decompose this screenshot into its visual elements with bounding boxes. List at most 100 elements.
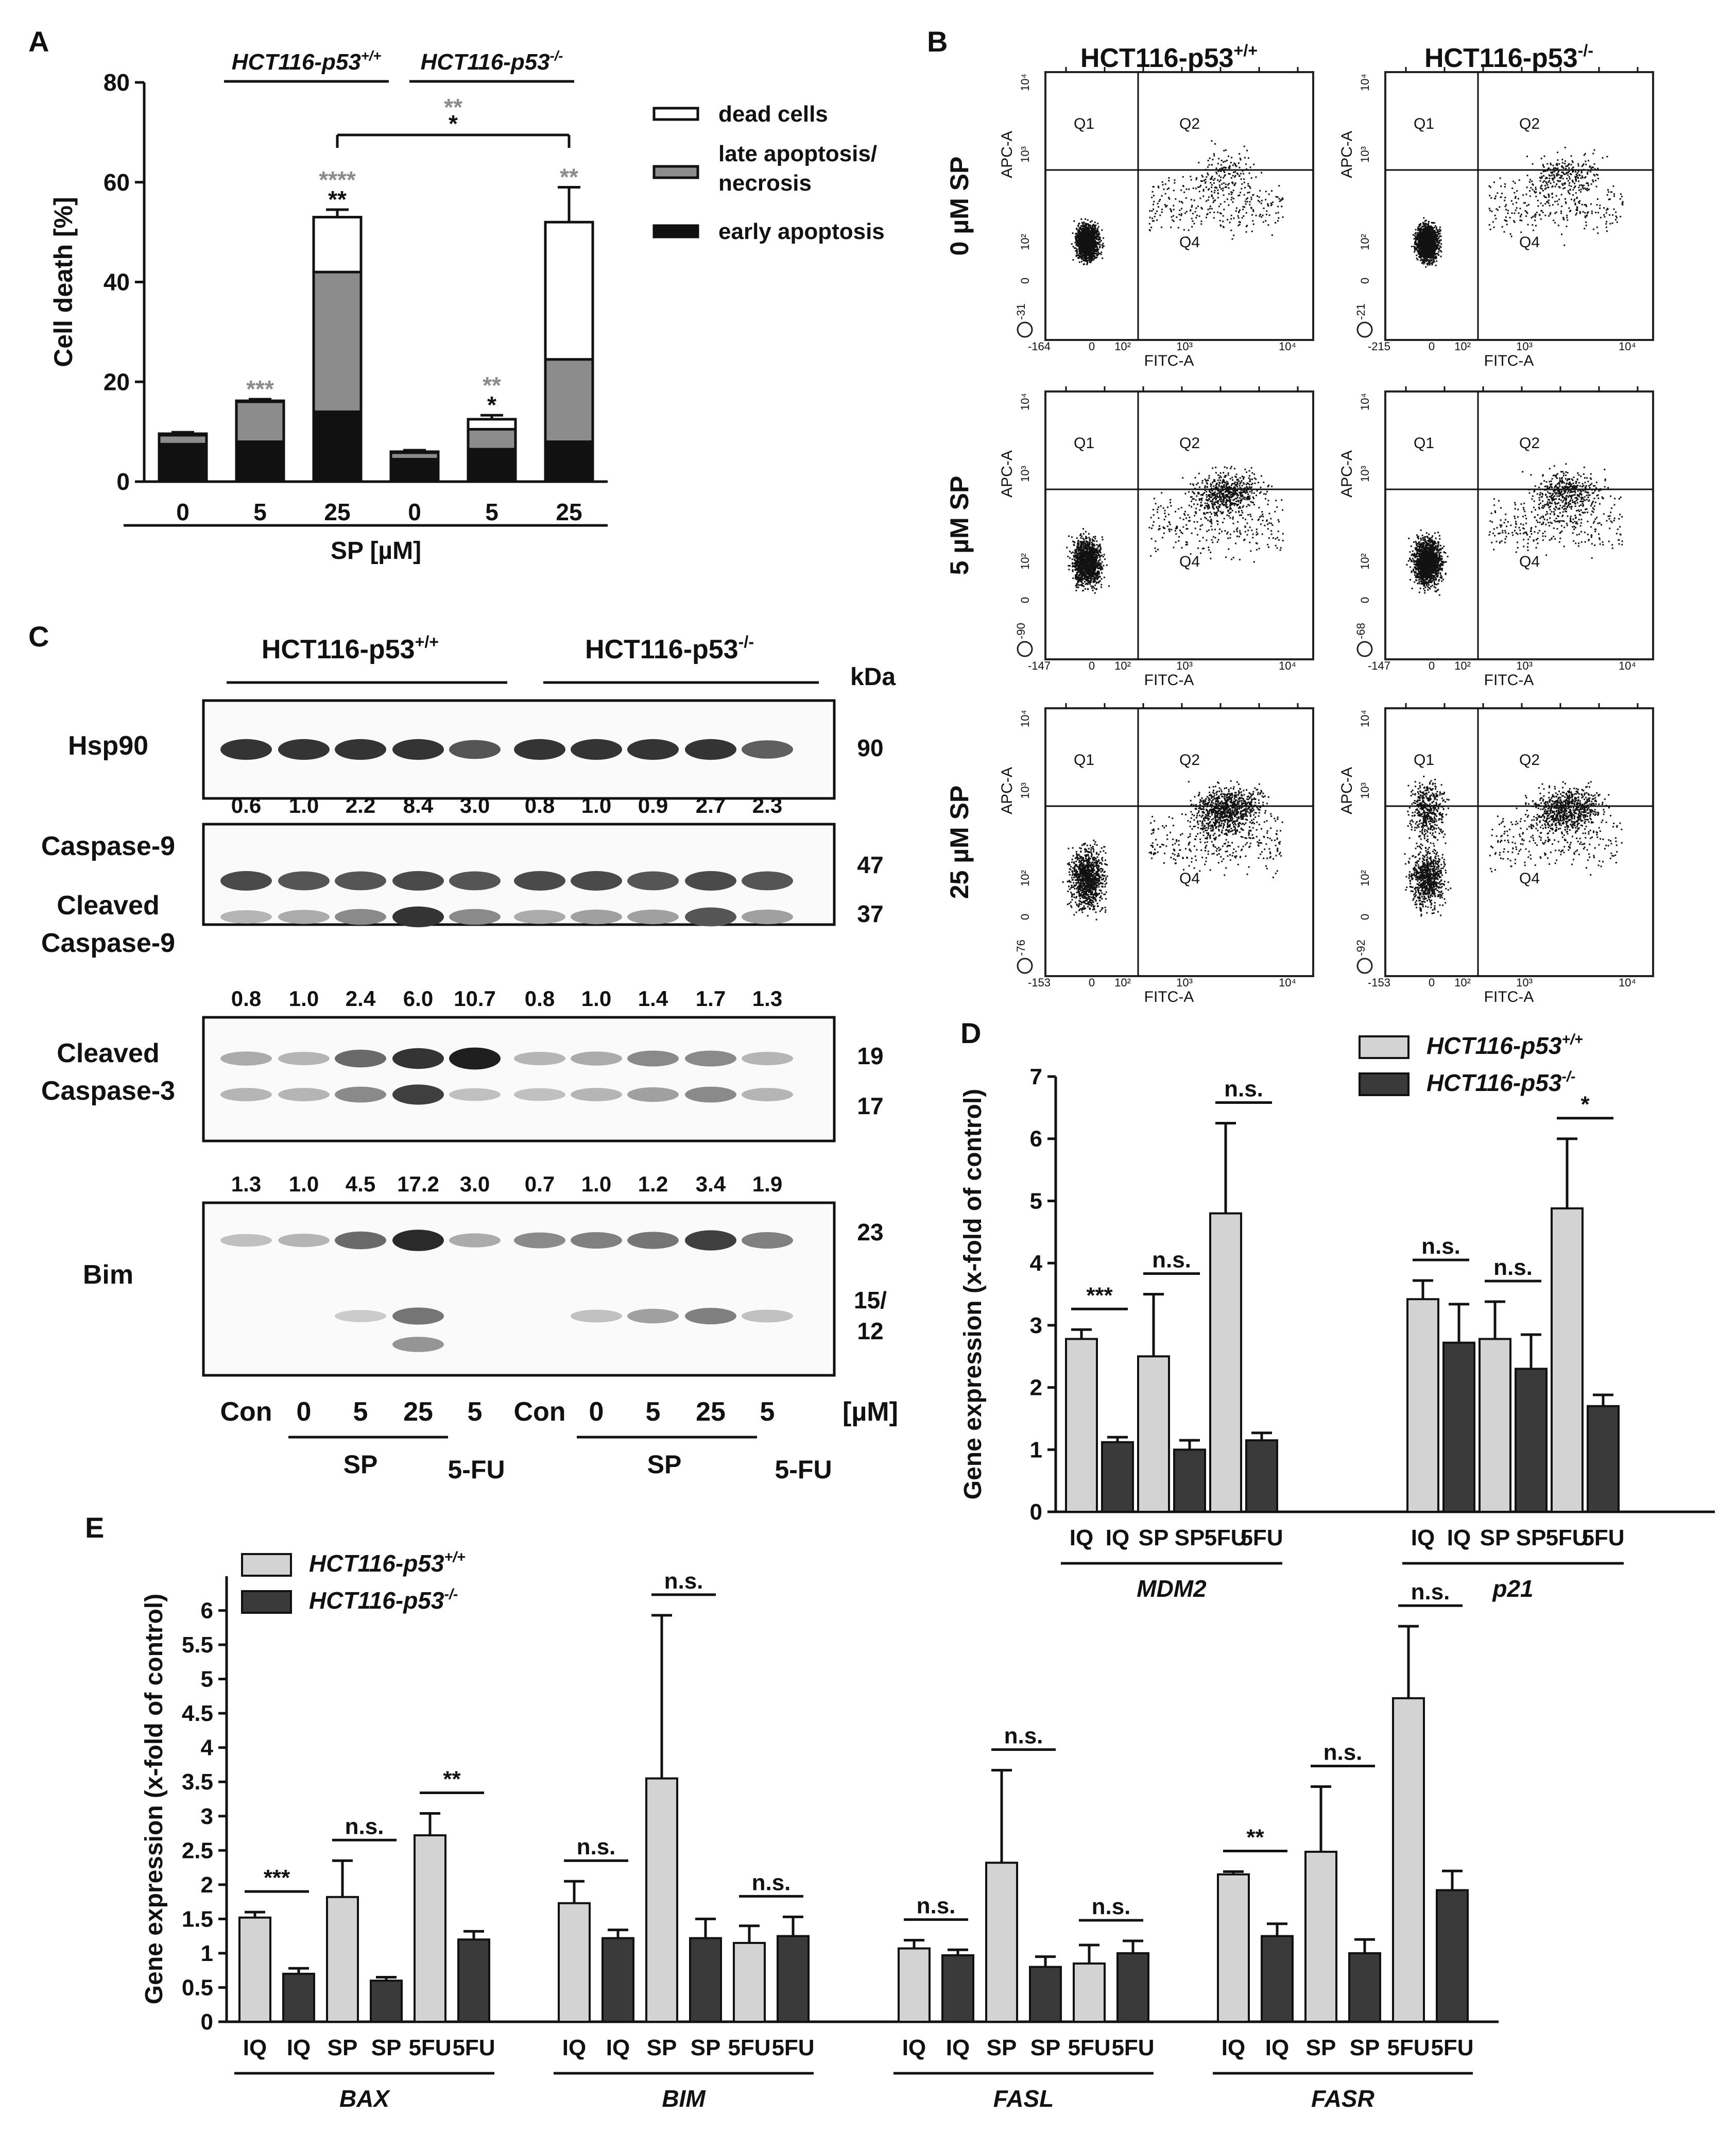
x-axis-title: SP [µM] [331, 537, 421, 565]
band [278, 871, 330, 891]
y-tick-label: 1.5 [182, 1906, 213, 1932]
group-header: HCT116-p53-/- [585, 633, 754, 664]
panel-a-cell-death-chart: 0 20 40 60 80 Cell death [%] 0 5 25 0 5 25 SP [µM] HC… [49, 47, 885, 565]
bar [1245, 1439, 1278, 1513]
blot-label: Cleaved [57, 1038, 159, 1068]
band [449, 1233, 501, 1248]
quadrant-label: Q1 [1074, 435, 1094, 452]
group-label-sup: +/+ [1561, 1032, 1583, 1048]
band [278, 739, 330, 760]
x-tick-label: 0 [176, 499, 190, 525]
panel-label-d: D [960, 1017, 981, 1049]
x-tick-label: 5FU [1068, 2035, 1110, 2060]
y-tick-label: 0 [1019, 914, 1032, 920]
y-tick-label: 1 [201, 1941, 213, 1966]
band [742, 1232, 793, 1249]
quantification-value: 3.0 [460, 793, 490, 817]
blot [202, 823, 836, 928]
bar-segment [467, 428, 517, 451]
y-tick-label: 3 [1030, 1313, 1042, 1338]
y-tick-label: 0 [1030, 1499, 1042, 1525]
y-tick-label: 0 [1019, 278, 1032, 284]
group-label-main: HCT116-p53 [262, 635, 415, 664]
lane-label: 0 [589, 1397, 604, 1427]
scatter-points [1404, 776, 1623, 917]
x-tick-label: 10² [1114, 340, 1131, 353]
group-label-main: HCT116-p53 [1426, 1069, 1562, 1096]
quantification-value: 2.4 [346, 986, 376, 1011]
quadrant-label: Q2 [1519, 752, 1540, 769]
x-tick-label: 0 [1429, 659, 1435, 672]
x-tick-label: 10⁴ [1619, 340, 1636, 353]
blot-label: Bim [83, 1260, 133, 1290]
x-tick-label: 10² [1114, 976, 1131, 989]
y-tick-label: 40 [104, 269, 130, 296]
quantification-value: 1.0 [289, 986, 319, 1011]
x-min-label: -164 [1028, 340, 1051, 353]
quantification-value: 1.3 [231, 1172, 261, 1196]
x-axis-title: FITC-A [1144, 672, 1194, 689]
bar [1479, 1338, 1511, 1513]
y-tick-label: 4 [201, 1735, 214, 1761]
bar [1587, 1405, 1620, 1513]
x-min-label: -153 [1028, 976, 1051, 989]
significance-label: *** [264, 1865, 290, 1890]
row-label: 5 µM SP [945, 476, 974, 575]
bar-segment [235, 400, 285, 443]
scatter-points [1406, 463, 1623, 596]
y-tick-label: 10² [1019, 870, 1032, 886]
scatter-plot: Q1 Q2 Q4 FITC-A APC-A 0 10² 10³ 10⁴ -164 0 10² 10³ 10… [999, 67, 1314, 369]
legend-swatch [652, 224, 699, 238]
x-tick-label: 10⁴ [1279, 976, 1296, 989]
y-tick-label: 10⁴ [1019, 393, 1032, 411]
quadrant-label: Q1 [1414, 752, 1434, 769]
x-tick-label: SP [1350, 2035, 1380, 2060]
group-label-main: HCT116-p53 [309, 1550, 444, 1577]
kda-marker: 15/ [854, 1287, 887, 1314]
y-tick-label: 2 [1030, 1375, 1042, 1401]
band [685, 1086, 736, 1103]
y-tick-label: 10⁴ [1359, 74, 1371, 91]
panel-label-c: C [28, 620, 49, 653]
x-tick-label: IQ [1070, 1525, 1093, 1550]
blot [202, 699, 836, 800]
panel-label-e: E [85, 1511, 104, 1544]
scatter-frame [1044, 71, 1314, 341]
band [278, 1088, 330, 1101]
bar [689, 1937, 722, 2023]
lane-label: 25 [403, 1397, 433, 1427]
kda-marker: 47 [857, 851, 883, 878]
lane-label: 5 [646, 1397, 661, 1427]
target-icon [1017, 641, 1033, 657]
x-tick-label: 5FU [1204, 1525, 1247, 1550]
y-tick-label: 10³ [1019, 146, 1032, 163]
treatment-label: 5-FU [775, 1455, 832, 1484]
x-tick-label: 5 [253, 499, 267, 525]
x-tick-label: 10³ [1516, 976, 1533, 989]
row-label: 25 µM SP [945, 786, 974, 899]
significance-label: n.s. [1004, 1724, 1043, 1749]
quantification-value: 0.9 [638, 793, 668, 817]
gene-label: BIM [662, 2085, 706, 2112]
y-min-label: -68 [1354, 623, 1367, 639]
significance-label: n.s. [1411, 1579, 1450, 1605]
scatter-frame [1044, 390, 1314, 660]
y-axis-title: APC-A [1338, 767, 1355, 814]
band [742, 1052, 793, 1065]
x-min-label: -215 [1368, 340, 1390, 353]
x-tick-label: 10⁴ [1279, 340, 1296, 353]
quadrant-label: Q1 [1074, 115, 1094, 132]
y-tick-label: 6 [1030, 1127, 1042, 1152]
band [627, 909, 679, 925]
bar [1551, 1207, 1584, 1513]
scatter-frame [1384, 390, 1654, 660]
significance-label: n.s. [917, 1894, 956, 1919]
bar [1261, 1935, 1294, 2023]
bar [457, 1938, 490, 2023]
bar [1137, 1355, 1170, 1513]
scatter-frame [1044, 707, 1314, 977]
band [627, 1308, 679, 1324]
blot-label: Cleaved [57, 891, 159, 920]
scatter-points [1062, 780, 1283, 920]
band [392, 1307, 444, 1325]
